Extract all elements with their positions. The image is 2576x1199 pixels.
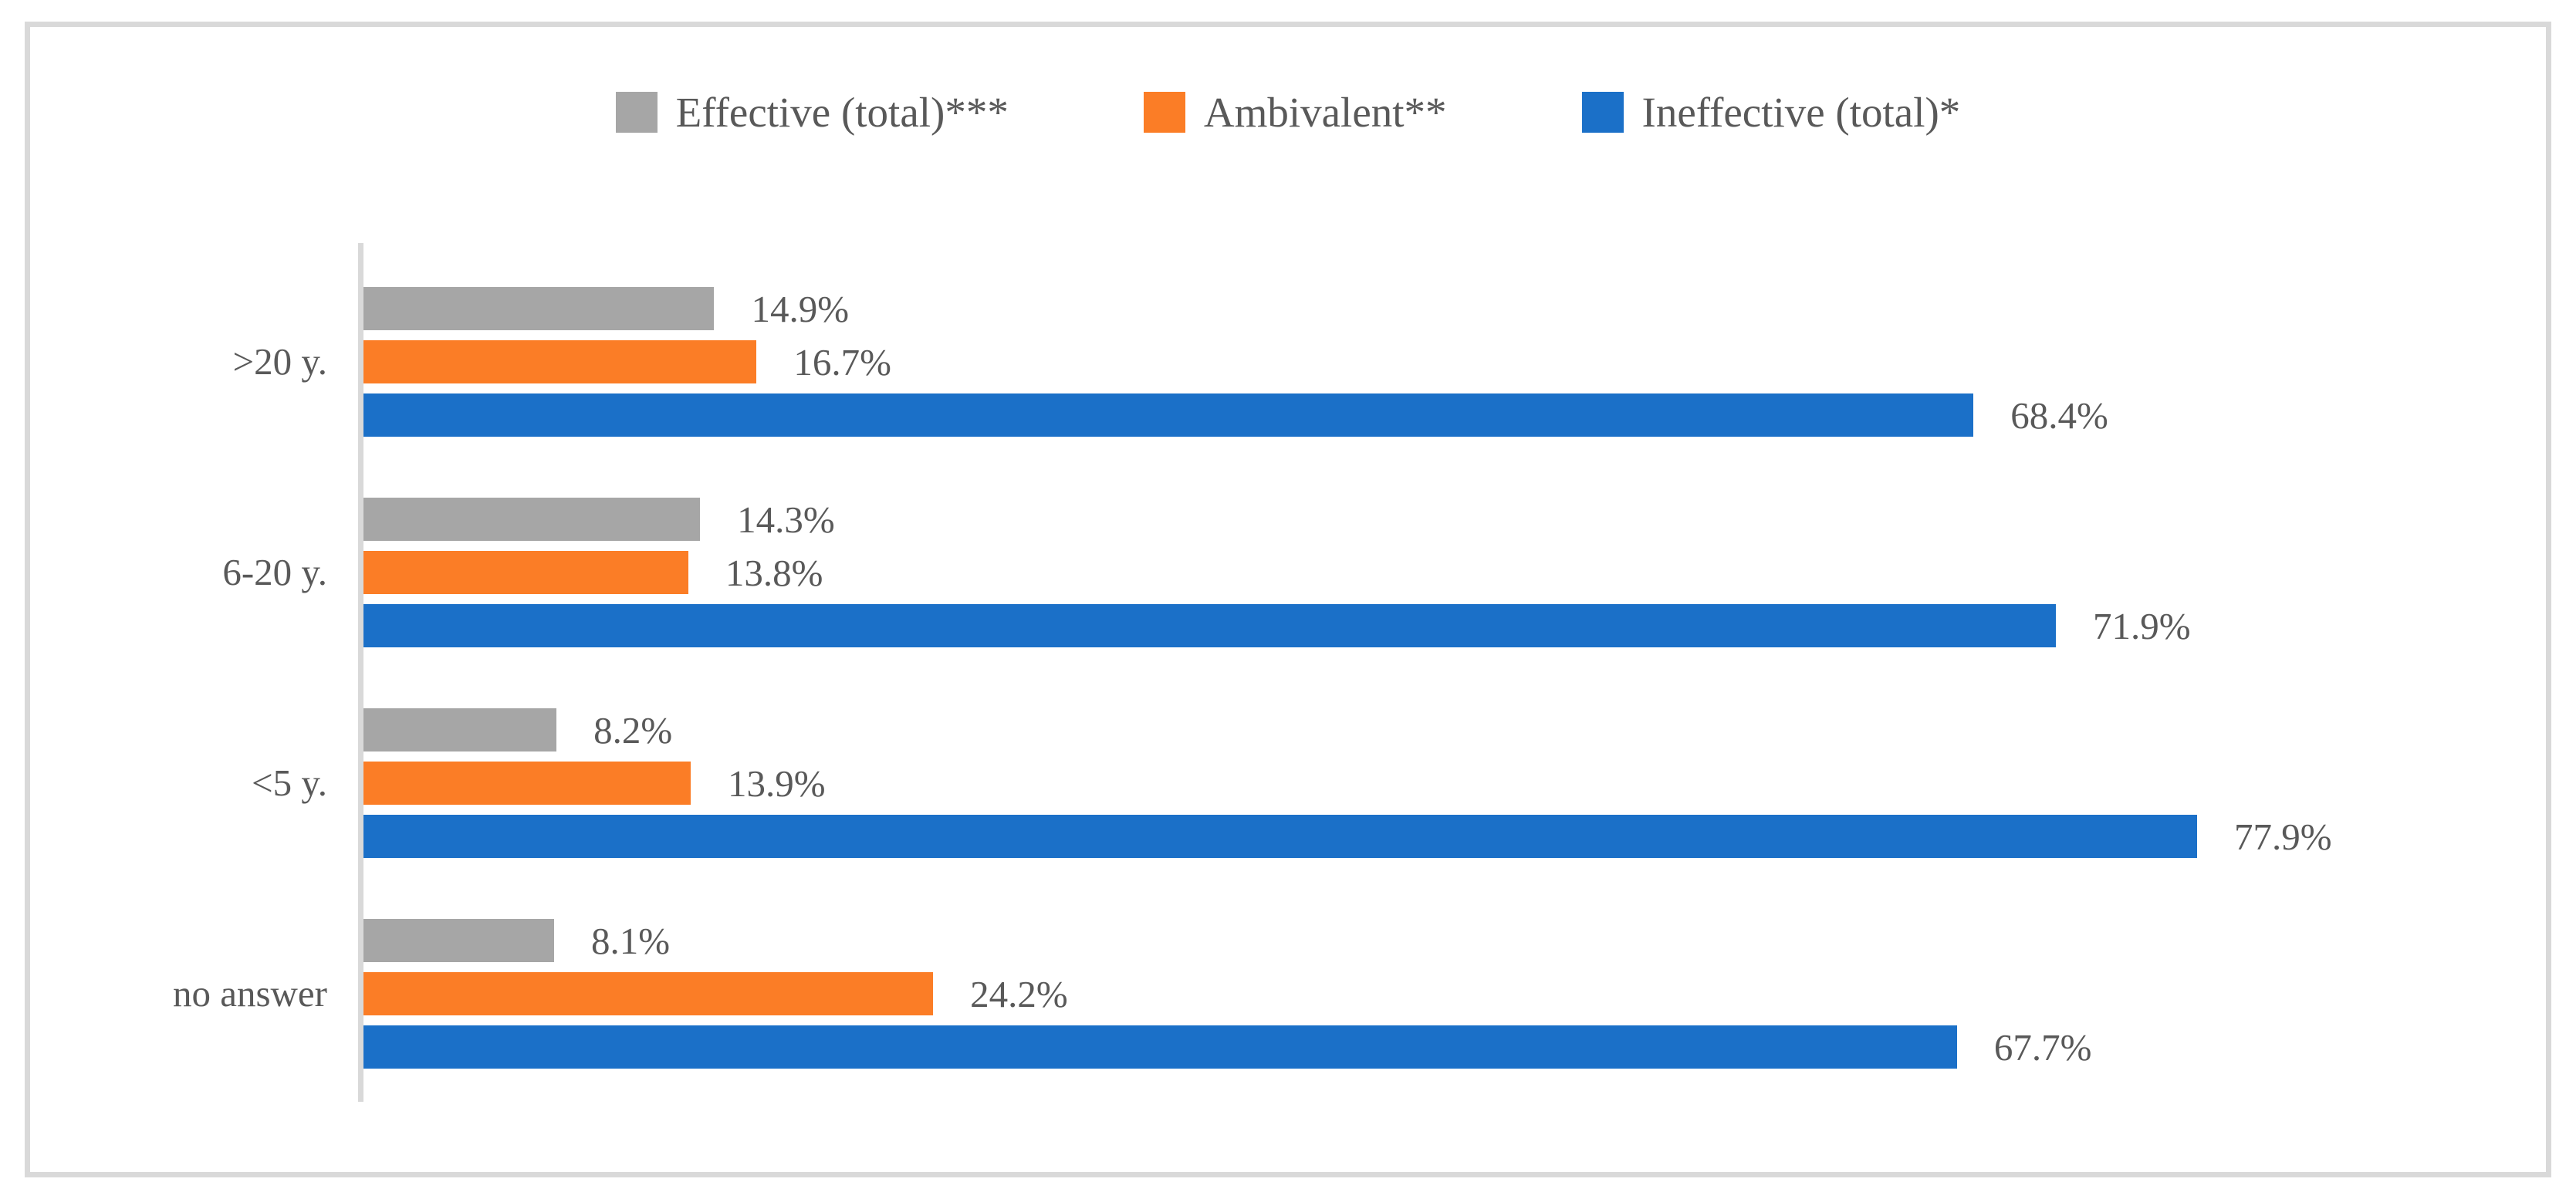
bar-row: 13.8% <box>363 551 2482 594</box>
bar-row: 8.1% <box>363 919 2482 962</box>
bar-row: 14.3% <box>363 498 2482 541</box>
bar-value-label: 24.2% <box>970 972 1068 1015</box>
bar-ambivalent-gt20y <box>363 340 757 383</box>
legend-swatch-ambivalent <box>1143 92 1185 133</box>
category-label-noanswer: no answer <box>172 972 327 1015</box>
bar-row: 77.9% <box>363 815 2482 858</box>
bar-effective-gt20y <box>363 287 715 330</box>
legend-label-ambivalent: Ambivalent** <box>1203 89 1447 136</box>
legend-item-ambivalent: Ambivalent** <box>1143 89 1447 136</box>
bar-ineffective-noanswer <box>363 1025 1957 1069</box>
legend-swatch-effective <box>615 92 658 133</box>
bar-row: 16.7% <box>363 340 2482 383</box>
bar-row: 71.9% <box>363 604 2482 647</box>
bar-group-gt20y: 14.9% 16.7% 68.4% <box>363 287 2482 437</box>
bar-value-label: 14.3% <box>737 498 835 541</box>
bar-row: 24.2% <box>363 972 2482 1015</box>
bar-value-label: 68.4% <box>2010 393 2108 437</box>
bar-group-lt5y: 8.2% 13.9% 77.9% <box>363 708 2482 858</box>
legend-label-ineffective: Ineffective (total)* <box>1641 89 1961 136</box>
bar-value-label: 14.9% <box>751 287 850 330</box>
bar-effective-lt5y <box>363 708 557 751</box>
bar-value-label: 16.7% <box>793 340 891 383</box>
bar-value-label: 77.9% <box>2233 815 2332 858</box>
category-label-6-20y: 6-20 y. <box>222 551 327 593</box>
legend: Effective (total)*** Ambivalent** Ineffe… <box>0 91 2576 133</box>
legend-item-effective: Effective (total)*** <box>615 89 1009 136</box>
bar-value-label: 13.8% <box>725 551 823 594</box>
bar-ineffective-lt5y <box>363 815 2197 858</box>
bar-value-label: 71.9% <box>2092 604 2191 647</box>
bar-value-label: 8.2% <box>593 708 673 751</box>
bar-row: 67.7% <box>363 1025 2482 1069</box>
bar-effective-noanswer <box>363 919 555 962</box>
bar-value-label: 13.9% <box>727 762 826 805</box>
bar-row: 13.9% <box>363 762 2482 805</box>
bar-ambivalent-noanswer <box>363 972 934 1015</box>
bar-value-label: 67.7% <box>1993 1025 2092 1069</box>
plot-area: 14.9% 16.7% 68.4% 14.3% 13.8% 71.9 <box>358 243 2482 1102</box>
bar-group-noanswer: 8.1% 24.2% 67.7% <box>363 919 2482 1069</box>
bar-group-6-20y: 14.3% 13.8% 71.9% <box>363 498 2482 647</box>
bar-ineffective-gt20y <box>363 393 1974 437</box>
bar-value-label: 8.1% <box>591 919 671 962</box>
bar-ambivalent-lt5y <box>363 762 691 805</box>
legend-label-effective: Effective (total)*** <box>675 89 1009 136</box>
legend-item-ineffective: Ineffective (total)* <box>1581 89 1961 136</box>
bar-row: 68.4% <box>363 393 2482 437</box>
bar-ambivalent-6-20y <box>363 551 688 594</box>
category-label-gt20y: >20 y. <box>232 340 327 383</box>
bar-row: 14.9% <box>363 287 2482 330</box>
legend-swatch-ineffective <box>1581 92 1624 133</box>
bar-row: 8.2% <box>363 708 2482 751</box>
category-label-lt5y: <5 y. <box>252 762 327 804</box>
bar-effective-6-20y <box>363 498 701 541</box>
bar-ineffective-6-20y <box>363 604 2056 647</box>
